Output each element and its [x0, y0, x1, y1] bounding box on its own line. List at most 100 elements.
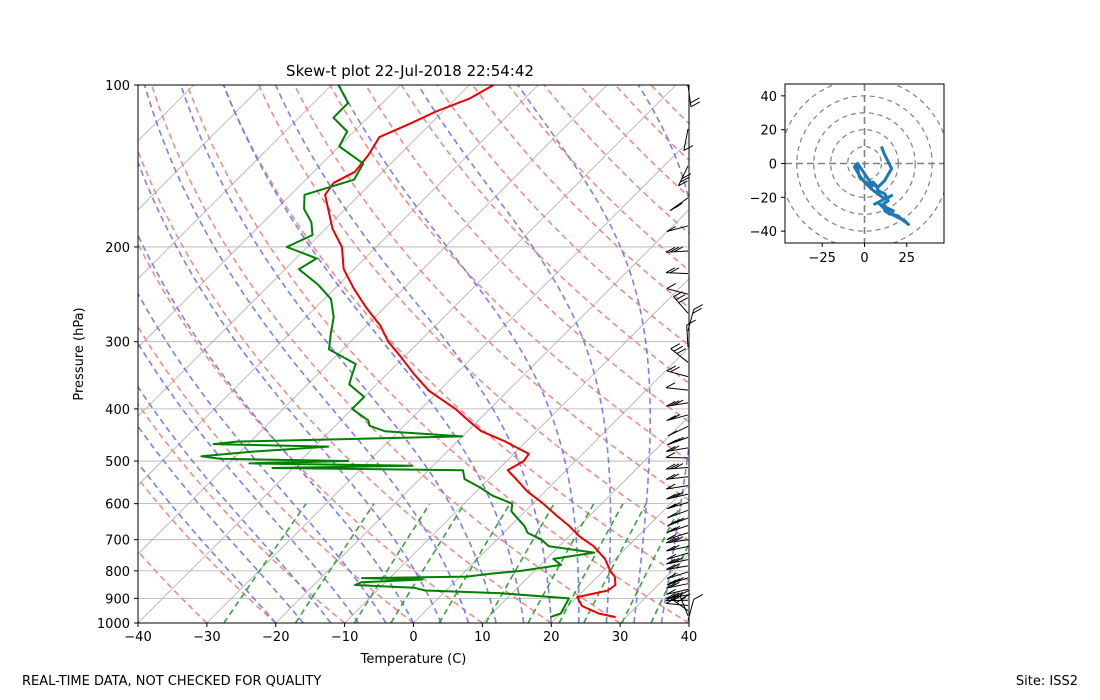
y-axis-label: Pressure (hPa)	[72, 307, 87, 400]
dry-adiabat-line	[150, 85, 621, 623]
barb-feather	[666, 579, 677, 586]
chart-title: Skew-t plot 22-Jul-2018 22:54:42	[286, 62, 534, 80]
x-tick-label: 0	[409, 630, 417, 645]
wind-barb	[686, 319, 696, 348]
barb-staff	[667, 509, 689, 519]
barb-feather	[666, 527, 677, 533]
wind-barb	[666, 491, 689, 500]
wind-barb	[670, 343, 689, 363]
barb-feather	[674, 491, 684, 498]
barb-feather	[673, 202, 683, 209]
barb-feather	[669, 246, 680, 253]
wind-barb	[666, 544, 689, 552]
barb-feather	[673, 399, 684, 406]
barb-feather	[669, 592, 680, 599]
barb-staff	[666, 525, 689, 534]
barb-feather	[669, 463, 680, 470]
wind-barb	[669, 197, 689, 211]
y-tick-label: 600	[105, 498, 130, 513]
barb-feather	[666, 503, 677, 510]
barb-feather	[670, 578, 681, 585]
y-tick-label: 500	[105, 455, 130, 470]
barb-staff	[666, 250, 689, 253]
barb-feather	[666, 400, 676, 407]
wind-barb	[678, 165, 692, 187]
moist-adiabat-line	[143, 85, 470, 623]
barb-feather	[665, 473, 676, 480]
isotherm-line	[138, 85, 332, 280]
barb-feather	[666, 588, 676, 595]
y-tick-label: 100	[105, 79, 130, 94]
wind-barb	[687, 304, 703, 331]
wind-barb	[665, 382, 689, 391]
wind-barb	[666, 556, 689, 565]
barb-feather	[670, 438, 681, 444]
wind-barb	[666, 525, 689, 534]
y-tick-label: 900	[105, 592, 130, 607]
barb-feather	[670, 525, 681, 532]
wind-barb	[665, 463, 689, 470]
barb-staff	[666, 594, 689, 599]
dry-adiabat-line	[723, 85, 1100, 623]
wind-barb	[666, 571, 689, 580]
dry-adiabat-line	[472, 85, 689, 309]
x-tick-label: −30	[193, 630, 220, 645]
moist-adiabat-line	[180, 85, 497, 623]
wind-barb	[666, 414, 689, 422]
wind-barb	[666, 588, 689, 595]
barb-feather	[669, 445, 680, 452]
wind-barb	[683, 128, 694, 151]
barb-staff	[666, 583, 689, 589]
moist-adiabat-line	[637, 85, 689, 623]
wind-barb	[667, 517, 689, 527]
barb-feather	[674, 576, 684, 583]
moist-adiabat-line	[517, 85, 651, 623]
wind-barb	[666, 581, 689, 589]
barb-staff	[666, 485, 689, 490]
barb-feather	[670, 581, 680, 588]
y-tick-label: 300	[105, 336, 130, 351]
skewt-profiles	[200, 85, 617, 619]
wind-barbs	[665, 84, 703, 621]
wind-barb	[665, 246, 689, 253]
barb-feather	[673, 246, 684, 253]
barb-feather	[670, 414, 680, 420]
dry-adiabat-line	[138, 325, 414, 623]
mixing-ratio-line	[223, 503, 307, 623]
barb-feather	[670, 366, 680, 373]
barb-feather	[666, 582, 676, 589]
barb-staff	[678, 165, 689, 186]
mixing-ratio-line	[390, 503, 466, 623]
barb-staff	[666, 546, 689, 552]
barb-staff	[666, 493, 689, 500]
dry-adiabat-line	[293, 85, 689, 502]
mixing-ratio-line	[294, 503, 375, 623]
barb-feather	[681, 173, 692, 180]
barb-feather	[693, 304, 703, 310]
barb-feather	[670, 557, 680, 564]
moist-adiabat-line	[223, 85, 525, 623]
barb-feather	[675, 294, 686, 301]
wind-barb	[666, 563, 689, 571]
barb-feather	[665, 246, 676, 253]
dry-adiabat-line	[650, 85, 689, 125]
x-tick-label: 20	[543, 630, 560, 645]
isotherm-line	[138, 85, 470, 417]
dry-adiabat-line	[365, 85, 689, 423]
mixing-ratio-line	[621, 503, 683, 623]
barb-feather	[666, 483, 676, 490]
barb-staff	[666, 476, 689, 480]
barb-staff	[666, 225, 689, 233]
barb-feather	[666, 493, 676, 500]
skewt-axes: −40 −30 −20 −10 0 10 20 30 40 100 200 300 400 500 600 7…	[72, 79, 697, 667]
site-label: Site: ISS2	[1015, 674, 1078, 689]
wind-barb	[666, 552, 689, 560]
isotherm-line	[275, 209, 689, 623]
barb-staff	[666, 370, 689, 378]
x-tick-label: 10	[474, 630, 491, 645]
skewt-plot-frame	[137, 84, 690, 624]
barb-feather	[670, 502, 680, 509]
barb-feather	[666, 564, 676, 570]
barb-staff	[687, 84, 692, 107]
barb-feather	[674, 517, 685, 524]
